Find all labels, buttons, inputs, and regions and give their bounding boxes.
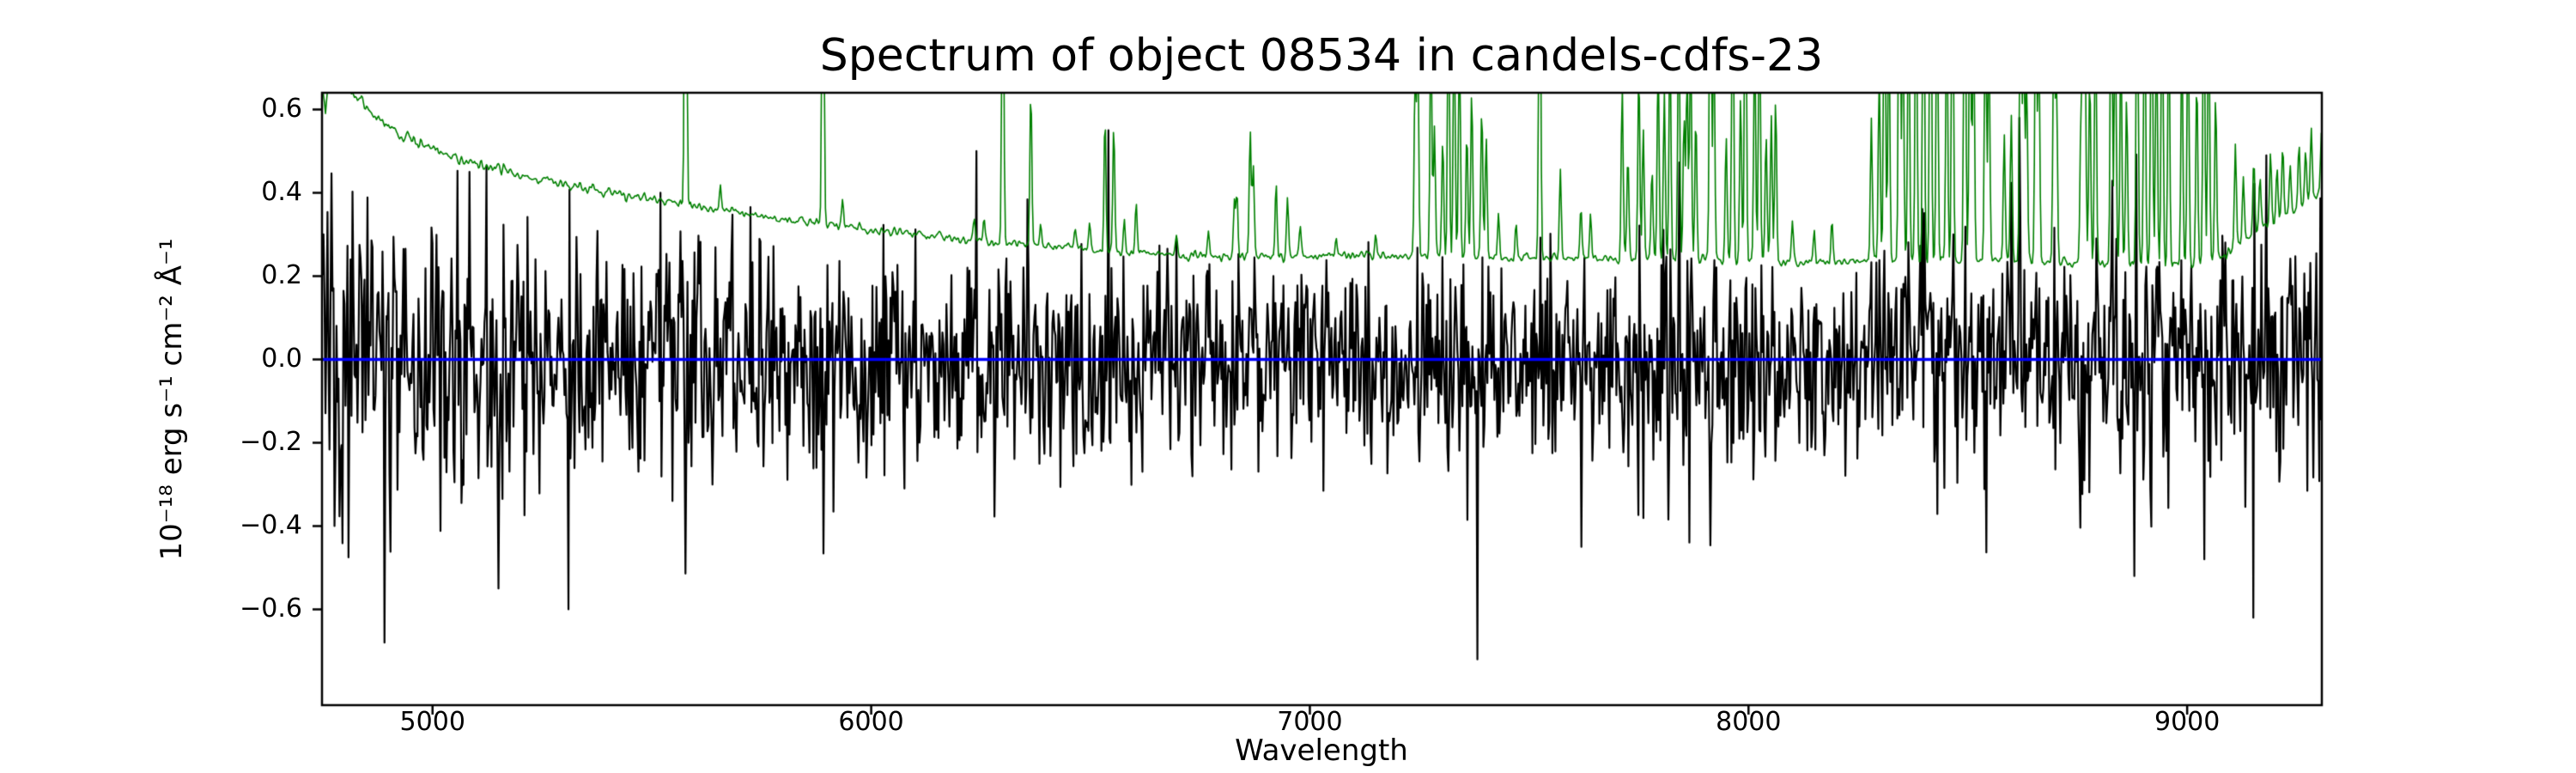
y-tick-0: 0.0 <box>261 344 302 374</box>
x-tick-5000: 5000 <box>399 707 465 737</box>
x-axis-label: Wavelength <box>1235 733 1408 768</box>
y-tick-0.2: 0.2 <box>261 260 302 291</box>
plot-title: Spectrum of object 08534 in candels-cdfs… <box>819 30 1824 82</box>
y-tick--0.4: −0.4 <box>240 510 302 541</box>
x-tick-9000: 9000 <box>2154 707 2221 737</box>
y-tick--0.6: −0.6 <box>240 593 302 624</box>
y-tick--0.2: −0.2 <box>240 427 302 458</box>
x-tick-6000: 6000 <box>838 707 904 737</box>
x-tick-7000: 7000 <box>1277 707 1343 737</box>
y-tick-0.6: 0.6 <box>261 94 302 125</box>
y-tick-0.4: 0.4 <box>261 177 302 208</box>
x-tick-8000: 8000 <box>1716 707 1782 737</box>
